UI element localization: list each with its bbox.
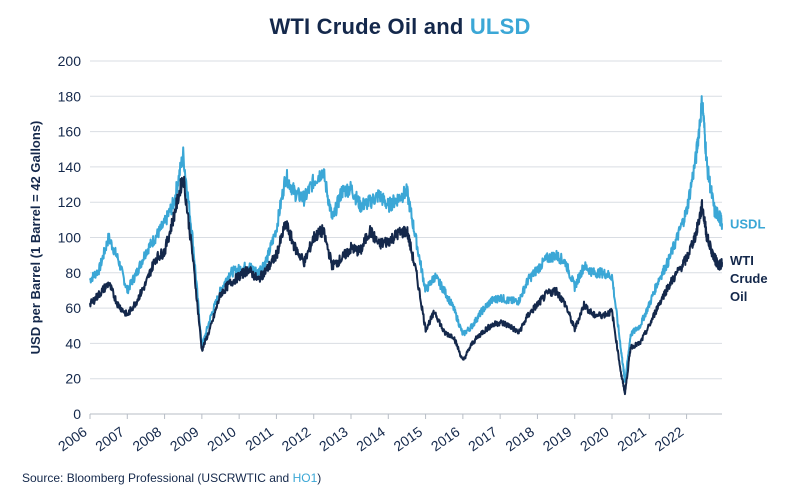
y-tick-label: 180 (58, 88, 82, 104)
y-axis-label: USD per Barrel (1 Barrel = 42 Gallons) (28, 121, 43, 355)
y-tick-label: 40 (65, 335, 81, 351)
series-line-usdl (89, 95, 723, 383)
series-line-wti (89, 175, 723, 396)
x-tick-label: 2020 (577, 423, 612, 454)
gridlines (90, 60, 722, 380)
x-tick-label: 2008 (130, 423, 165, 454)
x-tick-label: 2009 (167, 423, 202, 454)
chart-title: WTI Crude Oil and ULSD (0, 14, 800, 40)
y-tick-label: 160 (58, 124, 82, 140)
y-tick-label: 200 (58, 53, 82, 69)
x-tick-label: 2017 (465, 423, 500, 454)
x-tick-label: 2010 (204, 423, 239, 454)
x-axis: 2006 2007 2008 2009 2010 2011 2012 2013 2014 2015… (55, 413, 722, 454)
series-label-wti: Crude (730, 271, 768, 286)
x-tick-label: 2011 (242, 423, 276, 453)
x-tick-label: 2007 (92, 423, 127, 454)
x-tick-label: 2006 (55, 423, 90, 454)
y-tick-label: 100 (58, 230, 82, 246)
y-tick-label: 0 (73, 406, 81, 422)
chart-title-part1: WTI Crude Oil (269, 14, 418, 39)
x-tick-label: 2012 (279, 423, 314, 454)
series-label-wti: WTI (730, 253, 754, 268)
chart-title-connector: and (417, 14, 470, 39)
y-tick-label: 20 (65, 371, 81, 387)
y-axis-ticks: 0 20 40 60 80 100 120 140 160 180 200 (58, 53, 82, 422)
x-tick-label: 2015 (391, 423, 426, 454)
y-tick-label: 140 (58, 159, 82, 175)
y-tick-label: 120 (58, 194, 82, 210)
x-tick-label: 2021 (614, 423, 649, 454)
series-lines (89, 95, 723, 396)
x-tick-label: 2018 (502, 423, 537, 454)
source-note: Source: Bloomberg Professional (USCRWTIC… (22, 471, 321, 485)
series-label-wti: Oil (730, 289, 747, 304)
chart-title-part2: ULSD (469, 14, 531, 39)
x-tick-label: 2019 (540, 423, 575, 454)
y-tick-label: 80 (65, 265, 81, 281)
x-tick-label: 2016 (428, 423, 463, 454)
source-suffix: ) (317, 471, 322, 485)
source-highlight: HO1 (292, 471, 318, 485)
x-tick-label: 2013 (316, 423, 351, 454)
series-label-usdl: USDL (730, 216, 765, 231)
series-labels: USDL WTI Crude Oil (730, 216, 768, 304)
y-tick-label: 60 (65, 300, 81, 316)
source-prefix: Source: Bloomberg Professional (USCRWTIC… (22, 471, 293, 485)
x-tick-label: 2022 (652, 423, 687, 454)
x-tick-label: 2014 (353, 423, 388, 454)
